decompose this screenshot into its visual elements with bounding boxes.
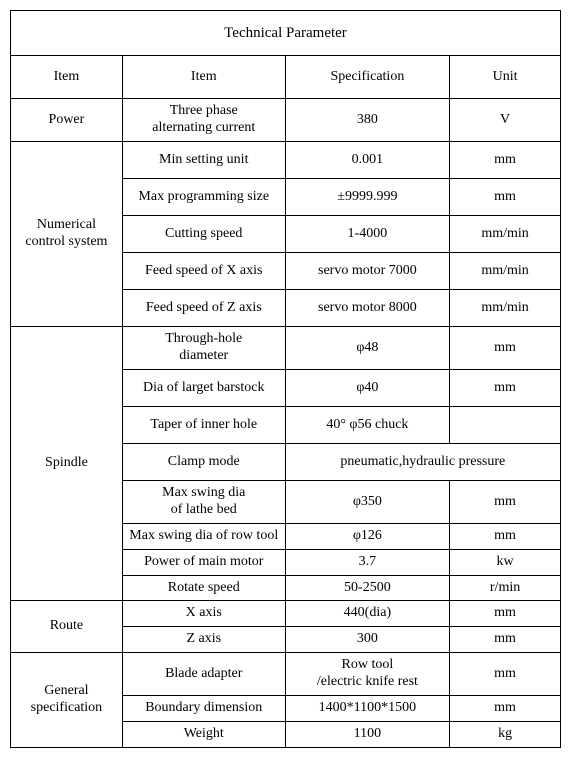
- item-ncs-3: Feed speed of X axis: [122, 253, 285, 290]
- header-item1: Item: [11, 56, 123, 99]
- row-power: Power Three phasealternating current 380…: [11, 99, 561, 142]
- spec-ncs-2: 1-4000: [285, 216, 450, 253]
- row-general-0: Generalspecification Blade adapter Row t…: [11, 652, 561, 695]
- spec-spindle-7: 50-2500: [285, 575, 450, 601]
- unit-spindle-4: mm: [450, 481, 561, 524]
- unit-ncs-1: mm: [450, 179, 561, 216]
- header-item2: Item: [122, 56, 285, 99]
- spec-spindle-6: 3.7: [285, 549, 450, 575]
- item-route-1: Z axis: [122, 627, 285, 653]
- spec-general-0: Row tool/electric knife rest: [285, 652, 450, 695]
- item-general-0: Blade adapter: [122, 652, 285, 695]
- unit-ncs-0: mm: [450, 142, 561, 179]
- item-ncs-2: Cutting speed: [122, 216, 285, 253]
- unit-ncs-4: mm/min: [450, 290, 561, 327]
- tech-param-table: Technical Parameter Item Item Specificat…: [10, 10, 561, 748]
- item-power: Three phasealternating current: [122, 99, 285, 142]
- row-spindle-0: Spindle Through-holediameter φ48 mm: [11, 327, 561, 370]
- spec-general-2: 1100: [285, 721, 450, 747]
- spec-spindle-1: φ40: [285, 370, 450, 407]
- item-spindle-2: Taper of inner hole: [122, 407, 285, 444]
- spec-spindle-2: 40° φ56 chuck: [285, 407, 450, 444]
- header-spec: Specification: [285, 56, 450, 99]
- spec-spindle-3: pneumatic,hydraulic pressure: [285, 444, 560, 481]
- unit-ncs-3: mm/min: [450, 253, 561, 290]
- item-ncs-0: Min setting unit: [122, 142, 285, 179]
- spec-route-1: 300: [285, 627, 450, 653]
- spec-ncs-4: servo motor 8000: [285, 290, 450, 327]
- item-general-2: Weight: [122, 721, 285, 747]
- spec-spindle-0: φ48: [285, 327, 450, 370]
- item-spindle-7: Rotate speed: [122, 575, 285, 601]
- unit-general-0: mm: [450, 652, 561, 695]
- row-route-0: Route X axis 440(dia) mm: [11, 601, 561, 627]
- spec-power: 380: [285, 99, 450, 142]
- item-spindle-1: Dia of larget barstock: [122, 370, 285, 407]
- spec-general-1: 1400*1100*1500: [285, 695, 450, 721]
- unit-spindle-6: kw: [450, 549, 561, 575]
- item-ncs-1: Max programming size: [122, 179, 285, 216]
- item-spindle-3: Clamp mode: [122, 444, 285, 481]
- spec-ncs-3: servo motor 7000: [285, 253, 450, 290]
- spec-route-0: 440(dia): [285, 601, 450, 627]
- header-row: Item Item Specification Unit: [11, 56, 561, 99]
- unit-route-1: mm: [450, 627, 561, 653]
- group-general: Generalspecification: [11, 652, 123, 747]
- item-spindle-4: Max swing diaof lathe bed: [122, 481, 285, 524]
- unit-spindle-5: mm: [450, 524, 561, 550]
- item-spindle-0: Through-holediameter: [122, 327, 285, 370]
- unit-spindle-7: r/min: [450, 575, 561, 601]
- item-general-1: Boundary dimension: [122, 695, 285, 721]
- unit-route-0: mm: [450, 601, 561, 627]
- unit-general-2: kg: [450, 721, 561, 747]
- item-ncs-4: Feed speed of Z axis: [122, 290, 285, 327]
- header-unit: Unit: [450, 56, 561, 99]
- spec-spindle-4: φ350: [285, 481, 450, 524]
- unit-power: V: [450, 99, 561, 142]
- group-route: Route: [11, 601, 123, 653]
- spec-ncs-1: ±9999.999: [285, 179, 450, 216]
- row-ncs-0: Numericalcontrol system Min setting unit…: [11, 142, 561, 179]
- table-title: Technical Parameter: [11, 11, 561, 56]
- item-route-0: X axis: [122, 601, 285, 627]
- unit-general-1: mm: [450, 695, 561, 721]
- item-spindle-6: Power of main motor: [122, 549, 285, 575]
- title-row: Technical Parameter: [11, 11, 561, 56]
- group-spindle: Spindle: [11, 327, 123, 601]
- unit-spindle-1: mm: [450, 370, 561, 407]
- group-power: Power: [11, 99, 123, 142]
- unit-spindle-2: [450, 407, 561, 444]
- group-ncs: Numericalcontrol system: [11, 142, 123, 327]
- unit-spindle-0: mm: [450, 327, 561, 370]
- item-spindle-5: Max swing dia of row tool: [122, 524, 285, 550]
- unit-ncs-2: mm/min: [450, 216, 561, 253]
- spec-ncs-0: 0.001: [285, 142, 450, 179]
- spec-spindle-5: φ126: [285, 524, 450, 550]
